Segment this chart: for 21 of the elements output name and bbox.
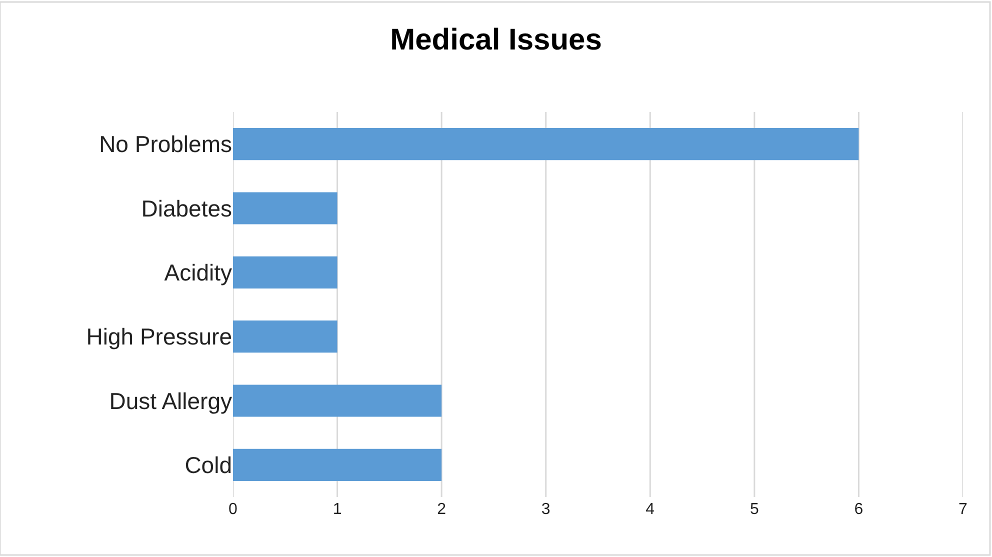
x-tick-label: 3 [541,501,550,518]
x-tick-label: 0 [228,501,238,518]
y-tick-label: High Pressure [86,324,232,350]
x-tick-label: 7 [958,501,968,518]
x-tick-label: 2 [437,501,446,518]
bar [233,192,338,224]
x-tick-label: 6 [854,501,864,518]
bar [233,320,338,353]
y-tick-label: No Problems [99,131,232,158]
bar [233,448,442,481]
chart-title: Medical Issues [390,23,602,56]
x-tick-label: 1 [332,501,342,518]
y-tick-label: Dust Allergy [109,388,232,414]
bar [233,128,859,160]
y-tick-label: Cold [184,452,232,478]
y-tick-label: Acidity [164,259,232,286]
x-tick-label: 4 [646,501,655,518]
bar [233,384,442,417]
bar [233,256,338,288]
x-tick-label: 5 [750,501,759,518]
y-tick-label: Diabetes [141,195,232,222]
